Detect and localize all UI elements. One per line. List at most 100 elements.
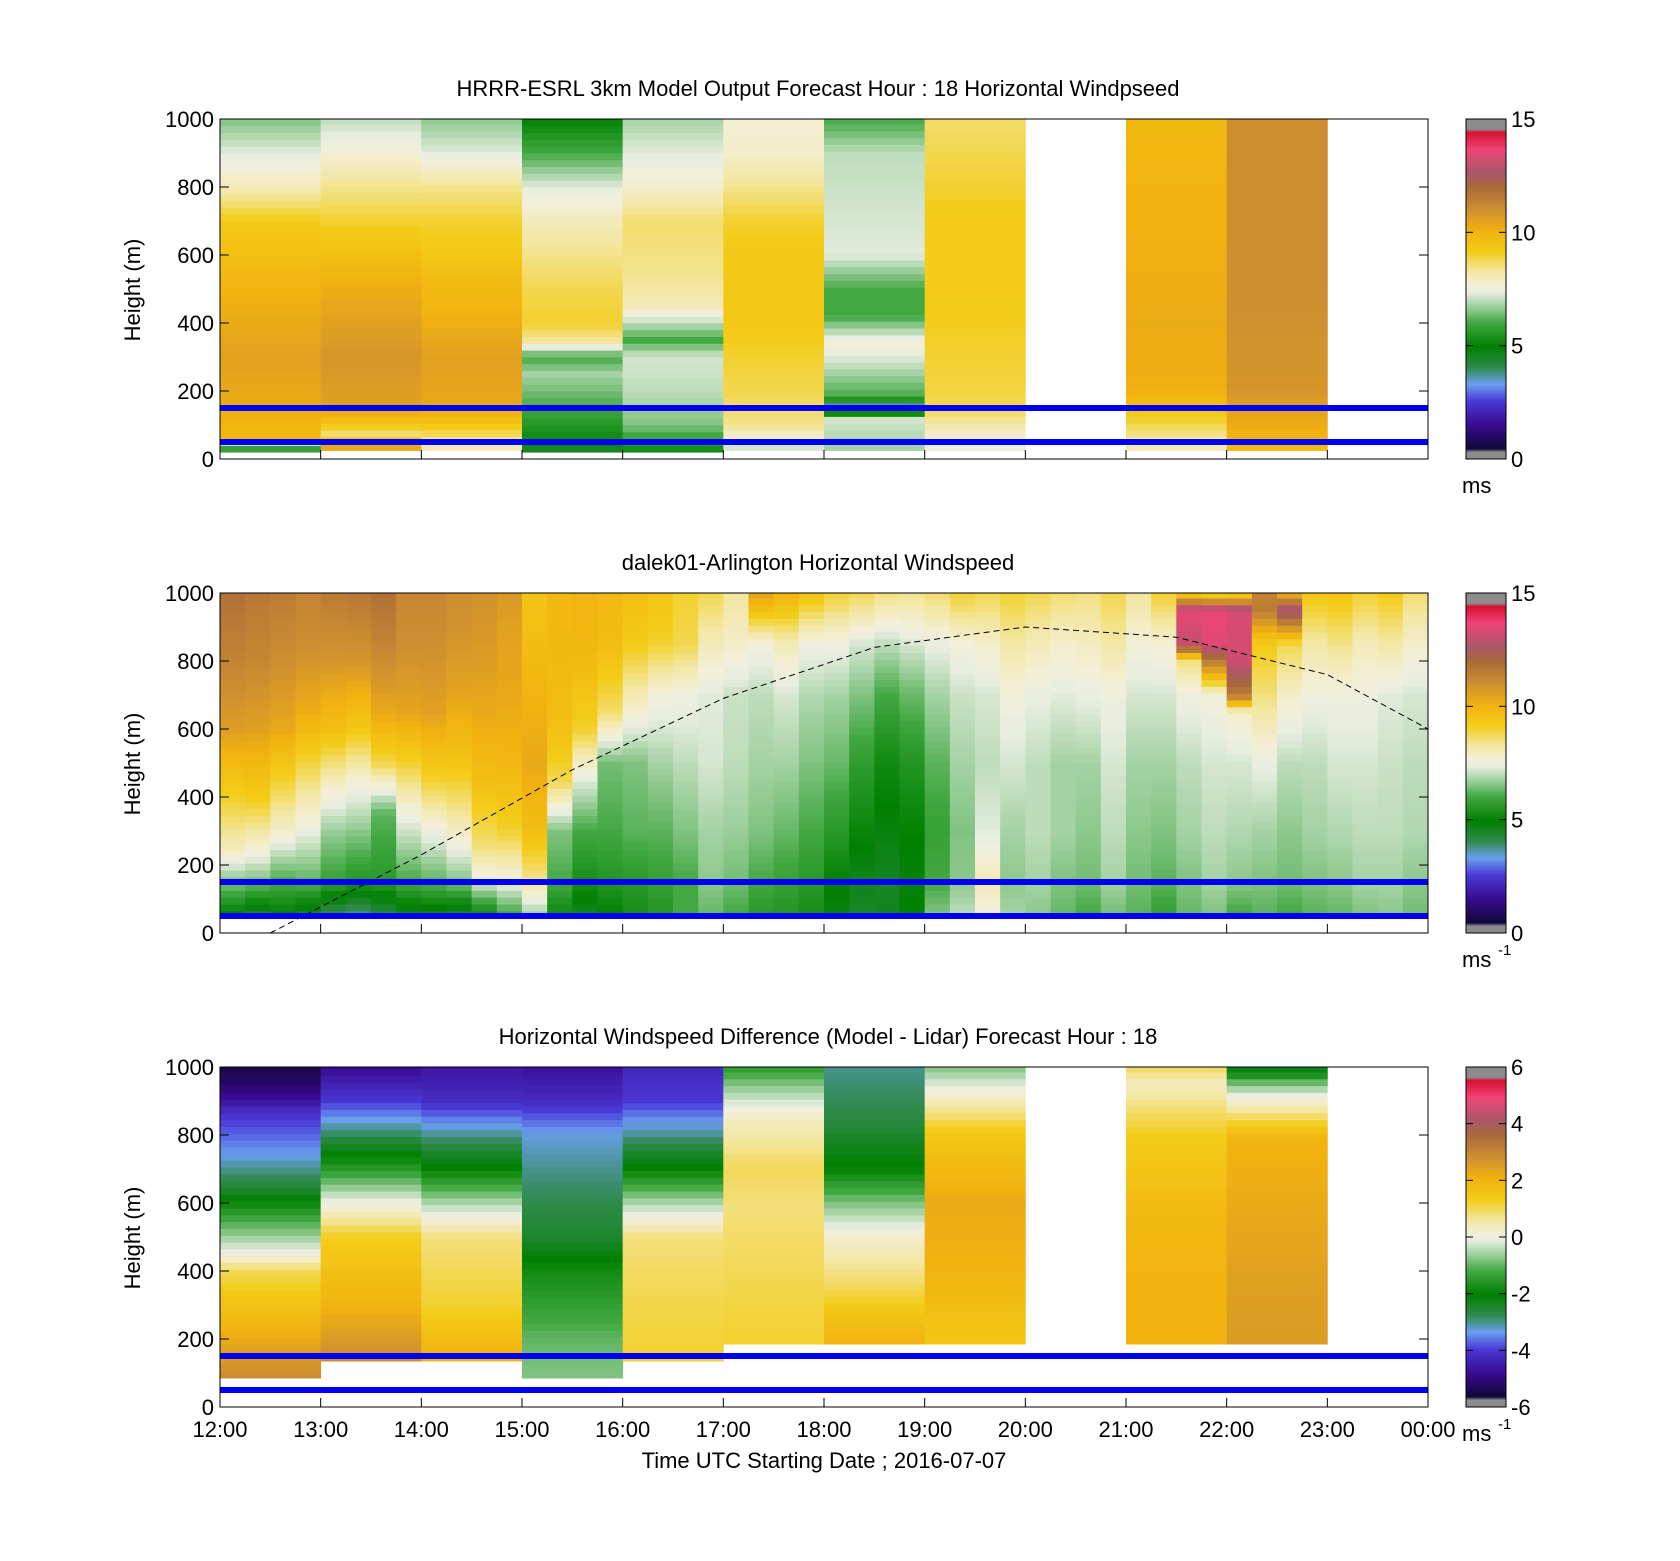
heatmap-cell [1251,781,1278,789]
heatmap-cell [547,815,573,823]
heatmap-cell [773,897,800,905]
heatmap-cell [622,720,649,728]
heatmap-cell [220,1303,322,1311]
heatmap-cell [723,754,749,762]
heatmap-cell [220,173,322,181]
heatmap-cell [245,659,271,667]
heatmap-cell [547,829,573,837]
heatmap-cell [673,693,699,701]
heatmap-cell [220,897,246,905]
heatmap-cell [1226,382,1328,390]
x-tick-label: 15:00 [494,1417,549,1442]
heatmap-cell [924,1310,1026,1318]
heatmap-cell [471,768,498,776]
heatmap-cell [522,1316,624,1325]
heatmap-cell [1377,686,1404,694]
heatmap-cell [320,1218,422,1226]
heatmap-cell [924,686,951,694]
heatmap-cell [421,382,523,390]
heatmap-cell [673,727,699,735]
heatmap-cell [1327,727,1353,735]
heatmap-cell [1126,334,1228,343]
heatmap-cell [748,781,775,789]
heatmap-cell [320,713,347,721]
heatmap-cell [320,178,422,186]
heatmap-cell [1352,781,1379,789]
heatmap-cell [220,706,246,715]
heatmap-cell [220,1221,322,1229]
heatmap-cell [1176,720,1202,728]
heatmap-cell [597,618,624,626]
heatmap-cell [320,638,347,647]
heatmap-cell [1025,625,1051,633]
heatmap-cell [270,761,296,769]
y-tick-label: 0 [202,1395,214,1420]
heatmap-cell [1075,808,1102,817]
heatmap-cell [1126,266,1228,275]
x-tick-label: 22:00 [1199,1417,1254,1442]
heatmap-cell [1327,666,1353,674]
heatmap-cell [421,294,523,302]
heatmap-cell [547,593,573,599]
heatmap-cell [220,593,246,599]
heatmap-cell [798,706,825,715]
heatmap-cell [849,706,875,715]
y-axis-label: Height (m) [120,713,145,816]
heatmap-cell [245,856,271,864]
heatmap-cell [522,309,624,317]
heatmap-cell [1000,822,1026,830]
heatmap-cell [899,808,926,817]
heatmap-cell [622,1340,724,1348]
heatmap-cell [1100,836,1127,844]
heatmap-cell [924,1119,1026,1127]
heatmap-cell [522,1067,624,1073]
heatmap-cell [1075,761,1102,769]
heatmap-cell [1126,158,1228,166]
heatmap-cell [1126,1067,1228,1073]
heatmap-cell [698,598,724,606]
heatmap-cell [1226,1242,1328,1250]
heatmap-cell [1352,815,1379,823]
heatmap-cell [1377,598,1404,606]
heatmap-cell [371,849,397,857]
heatmap-cell [597,625,624,633]
heatmap-cell [220,645,246,653]
heatmap-cell [1402,870,1429,878]
heatmap-cell [371,863,397,871]
heatmap-cell [924,246,1026,254]
heatmap-cell [949,808,976,817]
heatmap-cell [748,747,775,755]
heatmap-cell [622,1116,724,1124]
heatmap-cell [345,870,372,878]
heatmap-cell [1151,672,1177,681]
heatmap-cell [421,1320,523,1328]
heatmap-cell [496,897,523,905]
heatmap-cell [1151,727,1177,735]
heatmap-cell [522,802,548,810]
heatmap-cell [824,1133,926,1141]
heatmap-cell [924,1160,1026,1168]
heatmap-cell [773,706,800,715]
heatmap-cell [597,883,624,891]
heatmap-cell [522,836,548,844]
heatmap-cell [1100,740,1127,749]
heatmap-cell [1176,604,1202,613]
heatmap-cell [320,1306,422,1314]
heatmap-cell [320,781,347,789]
heatmap-cell [622,632,649,640]
heatmap-cell [1226,740,1253,749]
heatmap-cell [371,734,397,742]
heatmap-cell [647,822,674,830]
y-tick-label: 800 [177,175,214,200]
heatmap-cell [924,652,951,660]
heatmap-cell [522,200,624,208]
heatmap-cell [824,266,926,275]
heatmap-cell [698,822,724,830]
heatmap-cell [1327,849,1353,857]
heatmap-cell [1126,1248,1228,1257]
heatmap-cell [1000,842,1026,851]
heatmap-cell [1226,1208,1328,1216]
y-tick-label: 200 [177,1327,214,1352]
heatmap-cell [597,904,624,912]
heatmap-cell [1201,802,1228,810]
